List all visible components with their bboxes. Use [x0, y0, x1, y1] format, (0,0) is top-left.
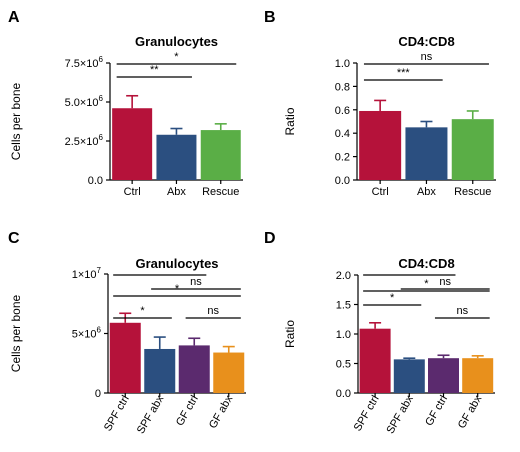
panel-c: C Granulocytes Cells per bone 0 5×106 1×107 SP… — [8, 230, 246, 436]
y-tick-label: 5.0×106 — [65, 94, 104, 109]
x-tick-label: SPF abx — [135, 393, 167, 436]
panel-a: A Granulocytes Cells per bone 0.0 2.5×106 5.0… — [8, 9, 243, 198]
y-tick-label: 2.5×106 — [65, 133, 104, 148]
chart-title: CD4:CD8 — [398, 34, 454, 49]
bar — [451, 119, 494, 180]
y-axis-label: Ratio — [283, 320, 297, 348]
significance-label: ns — [190, 276, 202, 288]
y-tick-label: 7.5×106 — [65, 55, 104, 70]
panel-b: B CD4:CD8 Ratio 0.0 0.2 0.4 0.6 0.8 1.0 Ctrl Abx Re… — [264, 9, 496, 198]
bar — [156, 134, 197, 180]
bar — [112, 108, 153, 180]
significance-label: * — [140, 305, 145, 317]
significance-label: ** — [150, 64, 159, 76]
y-tick-label: 0.5 — [336, 359, 351, 371]
x-tick-label: GF abx — [456, 393, 485, 431]
y-tick-label: 2.0 — [336, 270, 351, 282]
significance-label: * — [424, 278, 429, 290]
y-tick-label: 1.0 — [336, 329, 351, 341]
y-axis-label: Ratio — [283, 107, 297, 135]
y-tick-label: 0 — [95, 388, 101, 400]
bar — [178, 345, 210, 393]
bar — [359, 110, 402, 180]
significance-label: ns — [421, 51, 433, 63]
y-tick-label: 0.8 — [335, 81, 350, 93]
bar — [393, 359, 425, 393]
significance-label: *** — [397, 67, 411, 79]
bar — [200, 130, 241, 180]
significance-label: ns — [439, 276, 451, 288]
bar — [109, 322, 141, 393]
x-tick-label: Ctrl — [372, 186, 389, 198]
y-tick-label: 1.0 — [335, 58, 350, 70]
panel-letter: D — [264, 230, 276, 247]
significance-label: ns — [456, 305, 468, 317]
bar — [428, 358, 459, 393]
significance-label: * — [174, 51, 179, 63]
panel-letter: B — [264, 9, 276, 26]
x-tick-label: Ctrl — [124, 186, 141, 198]
bar — [462, 358, 494, 393]
y-axis-label: Cells per bone — [9, 294, 23, 372]
significance-label: ns — [207, 305, 219, 317]
bar — [213, 352, 245, 393]
panel-letter: A — [8, 9, 20, 26]
y-tick-label: 0.0 — [335, 175, 350, 187]
x-tick-label: SPF ctrl — [102, 394, 132, 434]
y-tick-label: 0.0 — [88, 175, 103, 187]
significance-label: * — [390, 292, 395, 304]
x-tick-label: GF ctrl — [174, 394, 201, 429]
y-tick-label: 1×107 — [72, 266, 102, 281]
y-tick-label: 0.2 — [335, 152, 350, 164]
x-tick-label: GF abx — [207, 393, 236, 431]
y-axis-label: Cells per bone — [9, 82, 23, 160]
x-tick-label: Abx — [167, 186, 186, 198]
y-tick-label: 1.5 — [336, 300, 351, 312]
y-tick-label: 5×106 — [72, 326, 102, 341]
chart-title: Granulocytes — [135, 256, 218, 271]
x-tick-label: SPF ctrl — [352, 394, 382, 434]
y-tick-label: 0.4 — [335, 128, 350, 140]
x-tick-label: Rescue — [202, 186, 239, 198]
panel-letter: C — [8, 230, 20, 247]
chart-title: Granulocytes — [135, 34, 218, 49]
chart-title: CD4:CD8 — [398, 256, 454, 271]
panel-d: D CD4:CD8 Ratio 0.0 0.5 1.0 1.5 2.0 SPF ctrl SPF … — [264, 230, 495, 436]
y-tick-label: 0.6 — [335, 105, 350, 117]
x-tick-label: GF ctrl — [423, 394, 450, 429]
y-tick-label: 0.0 — [336, 388, 351, 400]
bar — [405, 127, 448, 180]
bar — [144, 348, 176, 393]
bar — [359, 328, 391, 393]
x-tick-label: Abx — [417, 186, 436, 198]
x-tick-label: Rescue — [454, 186, 491, 198]
x-tick-label: SPF abx — [384, 393, 416, 436]
